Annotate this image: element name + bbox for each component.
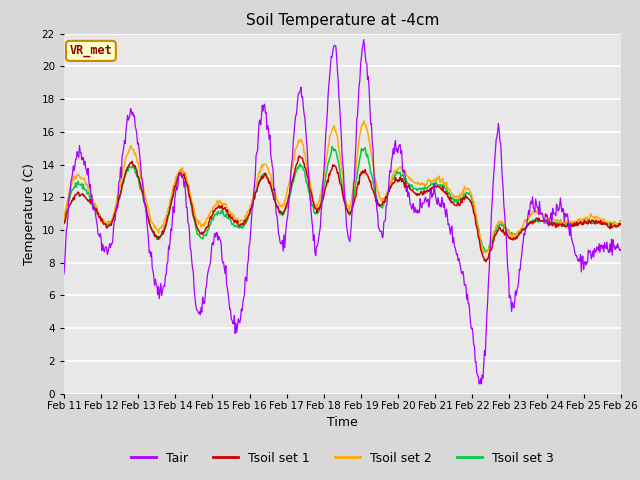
Line: Tair: Tair (64, 40, 621, 384)
Tair (70, 168, 78, 173)
Tsoil set 1 (296, 153, 303, 159)
Tsoil set 2 (360, 118, 367, 124)
Tair (184, 220, 192, 226)
Tair (360, 37, 367, 43)
Tsoil set 3 (184, 186, 192, 192)
X-axis label: Time: Time (327, 416, 358, 429)
Tsoil set 3 (70, 184, 78, 190)
Tsoil set 2 (428, 180, 435, 186)
Tsoil set 2 (617, 218, 625, 224)
Line: Tsoil set 2: Tsoil set 2 (64, 121, 621, 252)
Line: Tsoil set 1: Tsoil set 1 (64, 156, 621, 262)
Tsoil set 2 (411, 180, 419, 186)
Tsoil set 2 (480, 250, 488, 255)
Tsoil set 1 (411, 190, 419, 196)
Tair (60, 271, 68, 276)
Tsoil set 1 (70, 197, 78, 203)
Text: VR_met: VR_met (70, 44, 112, 58)
Tsoil set 3 (127, 165, 135, 171)
Tsoil set 2 (70, 173, 78, 179)
Tair (428, 187, 435, 192)
Tsoil set 1 (127, 160, 135, 166)
Tair (617, 247, 625, 252)
Tsoil set 3 (60, 220, 68, 226)
Tsoil set 2 (127, 143, 135, 149)
Title: Soil Temperature at -4cm: Soil Temperature at -4cm (246, 13, 439, 28)
Tsoil set 3 (411, 186, 419, 192)
Tsoil set 2 (60, 216, 68, 222)
Tair (411, 204, 419, 210)
Tsoil set 1 (617, 221, 625, 227)
Y-axis label: Temperature (C): Temperature (C) (23, 163, 36, 264)
Tsoil set 1 (482, 259, 490, 264)
Tsoil set 1 (428, 188, 435, 193)
Tsoil set 1 (60, 220, 68, 226)
Tsoil set 1 (214, 205, 221, 211)
Legend: Tair, Tsoil set 1, Tsoil set 2, Tsoil set 3: Tair, Tsoil set 1, Tsoil set 2, Tsoil se… (126, 447, 559, 469)
Tsoil set 3 (428, 180, 435, 186)
Tsoil set 1 (184, 183, 192, 189)
Tsoil set 3 (617, 221, 625, 227)
Tair (214, 231, 221, 237)
Tsoil set 3 (214, 212, 221, 218)
Tsoil set 3 (481, 249, 489, 254)
Tsoil set 3 (328, 144, 336, 150)
Line: Tsoil set 3: Tsoil set 3 (64, 147, 621, 252)
Tair (127, 108, 135, 114)
Tair (477, 381, 485, 387)
Tsoil set 2 (184, 181, 192, 187)
Tsoil set 2 (214, 197, 221, 203)
